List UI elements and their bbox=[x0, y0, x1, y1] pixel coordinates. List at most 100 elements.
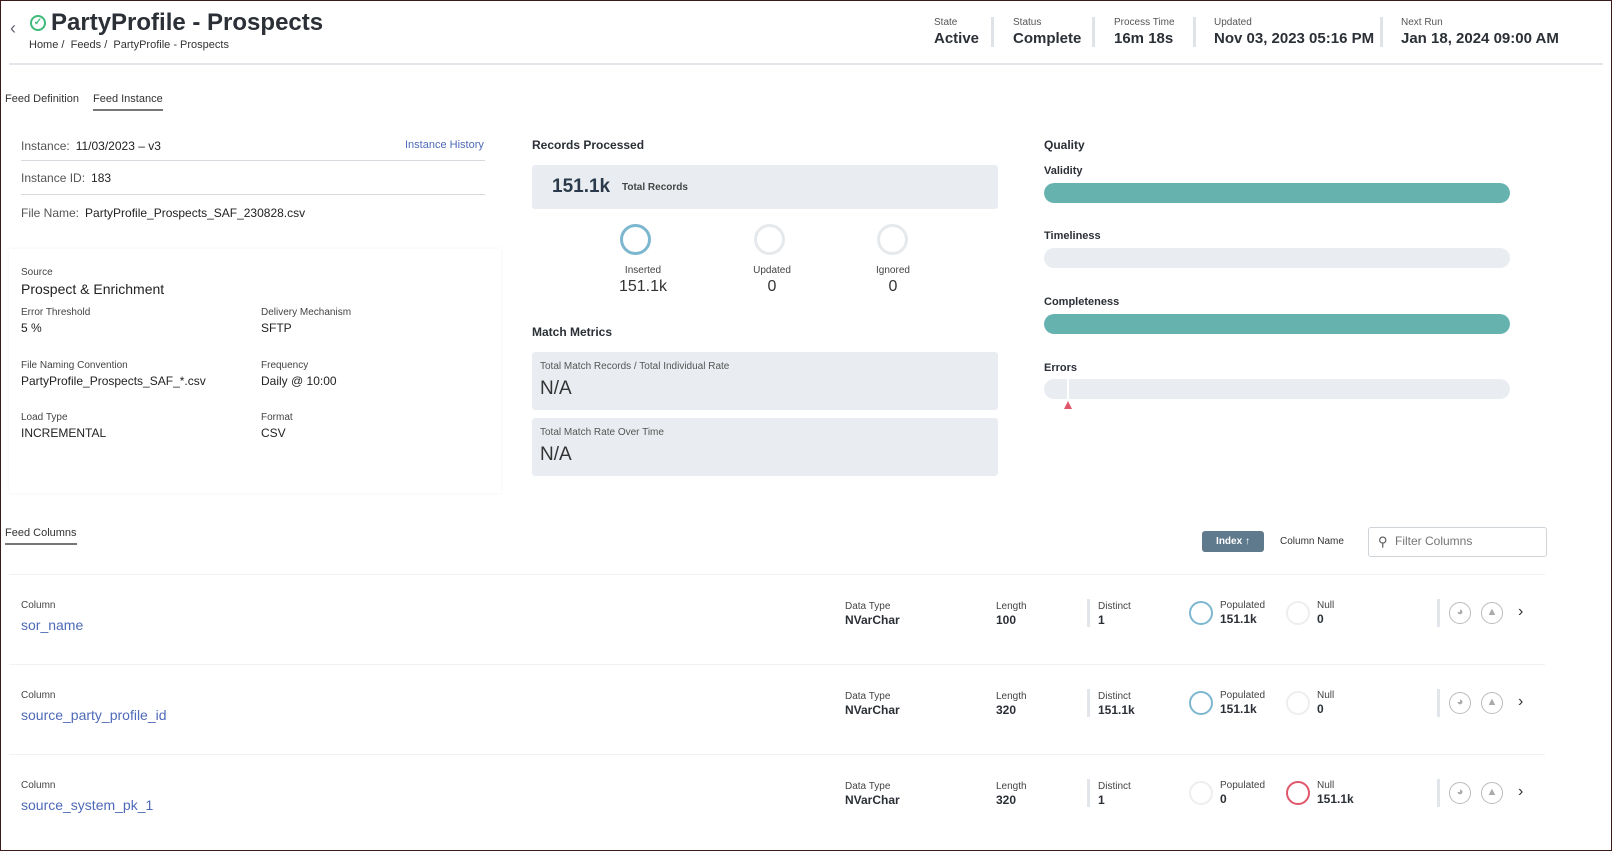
match-rate-card: Total Match Records / Total Individual R… bbox=[532, 352, 998, 410]
total-records-card: 151.1k Total Records bbox=[532, 165, 998, 209]
instance-row: Instance: 11/03/2023 – v3 bbox=[21, 139, 161, 153]
length-label: Length bbox=[996, 691, 1027, 702]
null-value: 0 bbox=[1317, 612, 1324, 626]
ignored-count: Ignored 0 bbox=[876, 265, 910, 295]
distinct-value: 1 bbox=[1098, 613, 1105, 627]
column-label: Column bbox=[21, 690, 56, 701]
delivery-mechanism-field: Delivery Mechanism SFTP bbox=[261, 307, 352, 335]
null-label: Null bbox=[1317, 780, 1335, 791]
breadcrumb-feeds[interactable]: Feeds / bbox=[70, 39, 108, 51]
breadcrumb-home[interactable]: Home / bbox=[29, 39, 65, 51]
null-label: Null bbox=[1317, 600, 1335, 611]
back-icon[interactable]: ‹ bbox=[10, 18, 16, 38]
breadcrumb-current: PartyProfile - Prospects bbox=[113, 39, 229, 51]
column-row[interactable]: Column sor_name Data Type NVarChar Lengt… bbox=[9, 574, 1545, 652]
warning-icon[interactable]: ▲ bbox=[1481, 692, 1503, 714]
match-card-value: N/A bbox=[540, 378, 572, 399]
quality-title: Quality bbox=[1044, 138, 1085, 152]
populated-value: 151.1k bbox=[1220, 702, 1257, 716]
filter-columns-input[interactable]: ⚲ bbox=[1368, 527, 1547, 557]
chevron-right-icon[interactable]: › bbox=[1518, 693, 1524, 710]
divider bbox=[1437, 779, 1440, 807]
tab-feed-instance[interactable]: Feed Instance bbox=[93, 93, 163, 111]
divider bbox=[1193, 17, 1196, 47]
populated-value: 151.1k bbox=[1220, 612, 1257, 626]
warning-icon[interactable]: ▲ bbox=[1481, 602, 1503, 624]
inserted-ring bbox=[620, 224, 651, 255]
populated-label: Populated bbox=[1220, 780, 1266, 791]
divider bbox=[1087, 689, 1090, 717]
data-type-label: Data Type bbox=[845, 781, 891, 792]
divider bbox=[1087, 779, 1090, 807]
null-value: 151.1k bbox=[1317, 792, 1354, 806]
total-records-value: 151.1k bbox=[552, 176, 611, 197]
divider bbox=[1380, 17, 1383, 47]
column-name-link[interactable]: source_party_profile_id bbox=[21, 707, 167, 723]
populated-ring bbox=[1189, 691, 1213, 715]
chevron-right-icon[interactable]: › bbox=[1518, 783, 1524, 800]
length-label: Length bbox=[996, 601, 1027, 612]
match-card-label: Total Match Records / Total Individual R… bbox=[540, 361, 730, 372]
data-type-value: NVarChar bbox=[845, 703, 900, 717]
source-field: Source Prospect & Enrichment bbox=[21, 267, 165, 297]
match-title: Match Metrics bbox=[532, 325, 613, 339]
file-name-row: File Name: PartyProfile_Prospects_SAF_230… bbox=[21, 206, 306, 220]
populated-label: Populated bbox=[1220, 690, 1266, 701]
completeness-bar bbox=[1044, 314, 1510, 334]
inserted-count: Inserted 151.1k bbox=[618, 265, 668, 295]
format-field: Format CSV bbox=[261, 412, 293, 440]
populated-ring bbox=[1189, 601, 1213, 625]
chevron-right-icon[interactable]: › bbox=[1518, 603, 1524, 620]
total-records-label: Total Records bbox=[622, 182, 688, 193]
instance-id-row: Instance ID: 183 bbox=[21, 171, 112, 185]
divider bbox=[1437, 599, 1440, 627]
timeliness-bar bbox=[1044, 248, 1510, 268]
distinct-label: Distinct bbox=[1098, 781, 1131, 792]
validity-bar bbox=[1044, 183, 1510, 203]
pie-chart-icon[interactable]: ◕ bbox=[1449, 602, 1471, 624]
null-ring bbox=[1286, 601, 1310, 625]
divider bbox=[1092, 17, 1095, 47]
null-value: 0 bbox=[1317, 702, 1324, 716]
tab-feed-definition[interactable]: Feed Definition bbox=[5, 93, 79, 105]
pie-chart-icon[interactable]: ◕ bbox=[1449, 782, 1471, 804]
header-status: Status Complete bbox=[1013, 17, 1082, 47]
column-row[interactable]: Column source_system_pk_1 Data Type NVar… bbox=[9, 754, 1545, 832]
load-type-field: Load Type INCREMENTAL bbox=[21, 412, 107, 440]
warning-icon[interactable]: ▲ bbox=[1481, 782, 1503, 804]
distinct-label: Distinct bbox=[1098, 601, 1131, 612]
errors-bar bbox=[1044, 379, 1510, 399]
error-threshold-marker bbox=[1064, 401, 1073, 409]
divider bbox=[21, 160, 485, 161]
ignored-ring bbox=[877, 224, 908, 255]
header-state: State Active bbox=[934, 17, 980, 47]
quality-bar-fill bbox=[1044, 183, 1510, 203]
filter-columns-field[interactable] bbox=[1395, 534, 1540, 548]
column-name-link[interactable]: sor_name bbox=[21, 617, 84, 633]
data-type-label: Data Type bbox=[845, 601, 891, 612]
null-label: Null bbox=[1317, 690, 1335, 701]
records-title: Records Processed bbox=[532, 138, 645, 152]
sort-column-name-button[interactable]: Column Name bbox=[1280, 536, 1344, 547]
pie-chart-icon[interactable]: ◕ bbox=[1449, 692, 1471, 714]
search-icon: ⚲ bbox=[1378, 534, 1388, 549]
file-naming-field: File Naming Convention PartyProfile_Prosp… bbox=[21, 360, 206, 388]
null-ring bbox=[1286, 781, 1310, 805]
header-divider bbox=[9, 63, 1603, 65]
data-type-label: Data Type bbox=[845, 691, 891, 702]
data-type-value: NVarChar bbox=[845, 793, 900, 807]
populated-label: Populated bbox=[1220, 600, 1266, 611]
column-row[interactable]: Column source_party_profile_id Data Type… bbox=[9, 664, 1545, 742]
column-name-link[interactable]: source_system_pk_1 bbox=[21, 797, 154, 813]
timeliness-label: Timeliness bbox=[1044, 230, 1101, 242]
instance-history-link[interactable]: Instance History bbox=[405, 139, 484, 151]
distinct-value: 1 bbox=[1098, 793, 1105, 807]
length-value: 100 bbox=[996, 613, 1017, 627]
completeness-label: Completeness bbox=[1044, 296, 1120, 308]
sort-index-button[interactable]: Index ↑ bbox=[1202, 531, 1264, 552]
page-title: PartyProfile - Prospects bbox=[51, 9, 324, 36]
match-rate-over-time-card: Total Match Rate Over Time N/A bbox=[532, 418, 998, 476]
length-label: Length bbox=[996, 781, 1027, 792]
distinct-label: Distinct bbox=[1098, 691, 1131, 702]
column-label: Column bbox=[21, 600, 56, 611]
